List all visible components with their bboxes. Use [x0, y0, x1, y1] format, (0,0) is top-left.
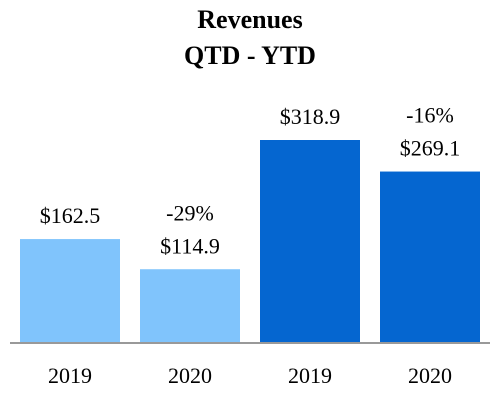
- bar: [380, 171, 480, 342]
- chart-title: Revenues: [197, 5, 302, 34]
- value-label: $269.1: [400, 136, 461, 161]
- value-label: $114.9: [160, 233, 220, 258]
- value-label: $162.5: [40, 203, 101, 228]
- chart-subtitle: QTD - YTD: [184, 41, 316, 70]
- change-label: -29%: [166, 200, 214, 225]
- bar: [260, 140, 360, 342]
- bar: [140, 269, 240, 342]
- change-label: -16%: [406, 103, 454, 128]
- bar: [20, 239, 120, 342]
- value-label: $318.9: [280, 104, 341, 129]
- x-tick-label: 2019: [48, 363, 92, 388]
- x-tick-label: 2020: [168, 363, 212, 388]
- x-tick-label: 2020: [408, 363, 452, 388]
- x-tick-label: 2019: [288, 363, 332, 388]
